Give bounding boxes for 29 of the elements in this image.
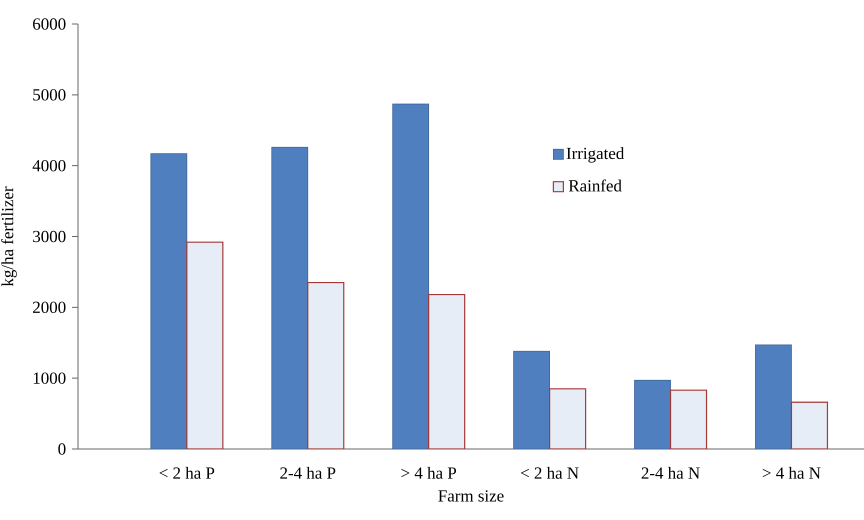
y-tick-label: 3000: [33, 230, 66, 242]
bar: [186, 242, 224, 449]
bar: [392, 104, 430, 449]
bar: [150, 153, 188, 449]
y-tick-label: 1000: [34, 372, 66, 384]
y-tick-label: 6000: [33, 18, 66, 30]
x-tick-label: > 4 ha P: [401, 466, 456, 479]
bar: [755, 344, 792, 449]
bar: [634, 380, 671, 449]
y-tick-label: 5000: [33, 89, 66, 101]
bar: [271, 146, 308, 449]
y-tick-label: 2000: [33, 302, 66, 314]
legend-label: Irrigated: [566, 147, 624, 163]
x-tick-label: > 4 ha N: [762, 466, 821, 479]
x-axis-title: Farm size: [438, 490, 504, 502]
bar: [670, 390, 708, 449]
x-tick-label: < 2 ha N: [520, 466, 579, 479]
x-tick-label: < 2 ha P: [160, 466, 214, 479]
bar: [549, 388, 586, 449]
legend-label: Rainfed: [568, 179, 622, 192]
y-axis-title: kg/ha fertilizer: [1, 186, 17, 286]
x-tick-label: 2-4 ha P: [280, 466, 336, 479]
y-tick-label: 0: [58, 443, 66, 455]
bar: [513, 350, 550, 449]
x-tick-label: 2-4 ha N: [642, 466, 700, 479]
y-tick-label: 4000: [32, 160, 66, 172]
bar: [428, 294, 466, 449]
bar: [307, 282, 344, 449]
bar: [790, 402, 828, 449]
